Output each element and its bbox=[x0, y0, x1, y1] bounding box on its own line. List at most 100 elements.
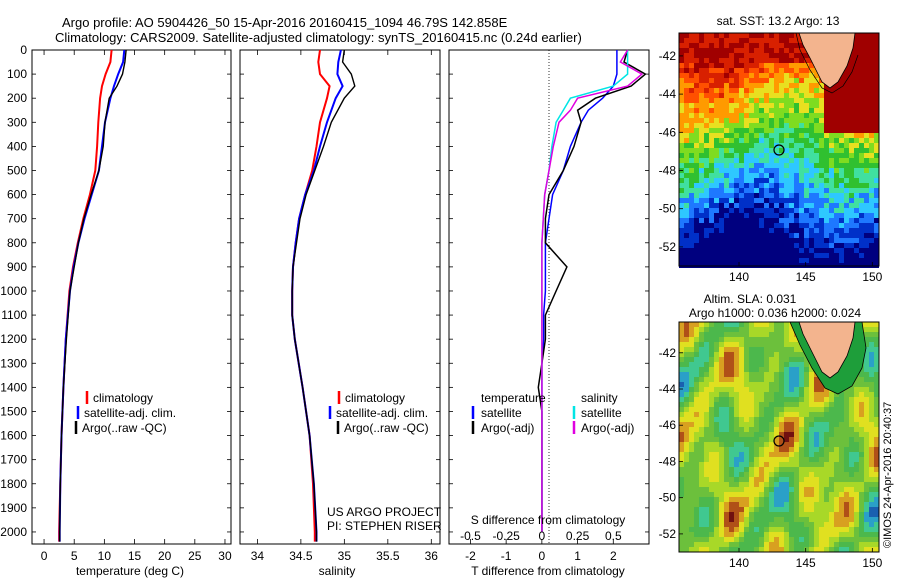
sla-cell bbox=[779, 327, 784, 332]
sst-cell bbox=[784, 248, 789, 253]
sla-cell bbox=[794, 352, 799, 357]
sla-cell bbox=[759, 457, 764, 462]
sst-cell bbox=[719, 143, 724, 148]
sla-cell bbox=[844, 542, 849, 547]
sla-cell bbox=[819, 432, 824, 437]
sla-cell bbox=[814, 477, 819, 482]
sla-cell bbox=[834, 422, 839, 427]
sst-cell bbox=[774, 218, 779, 223]
sla-cell bbox=[819, 522, 824, 527]
sla-cell bbox=[744, 522, 749, 527]
sst-cell bbox=[804, 178, 809, 183]
sst-cell bbox=[709, 138, 714, 143]
sla-cell bbox=[784, 392, 789, 397]
sst-cell bbox=[854, 73, 859, 78]
sst-cell bbox=[684, 198, 689, 203]
sst-cell bbox=[679, 158, 684, 163]
sst-cell bbox=[789, 53, 794, 58]
sla-cell bbox=[834, 477, 839, 482]
sla-cell bbox=[714, 407, 719, 412]
sst-cell bbox=[819, 128, 824, 133]
sst-cell bbox=[709, 68, 714, 73]
sst-cell bbox=[774, 178, 779, 183]
sst-cell bbox=[694, 188, 699, 193]
sla-cell bbox=[744, 452, 749, 457]
sla-cell bbox=[864, 422, 869, 427]
sst-cell bbox=[784, 103, 789, 108]
sla-cell bbox=[839, 402, 844, 407]
sla-cell bbox=[829, 507, 834, 512]
sla-cell bbox=[739, 442, 744, 447]
sst-cell bbox=[824, 173, 829, 178]
sst-cell bbox=[714, 253, 719, 258]
lat-tick-label: -48 bbox=[659, 164, 677, 178]
sla-cell bbox=[739, 487, 744, 492]
sst-cell bbox=[734, 93, 739, 98]
sst-cell bbox=[789, 208, 794, 213]
sst-cell bbox=[874, 38, 879, 43]
sst-cell bbox=[874, 123, 879, 128]
sst-cell bbox=[859, 158, 864, 163]
sla-cell bbox=[729, 322, 734, 327]
sst-cell bbox=[724, 88, 729, 93]
sst-cell bbox=[824, 113, 829, 118]
sla-cell bbox=[724, 457, 729, 462]
sst-cell bbox=[864, 53, 869, 58]
sst-cell bbox=[829, 238, 834, 243]
sla-cell bbox=[684, 387, 689, 392]
sst-cell bbox=[814, 153, 819, 158]
sla-cell bbox=[694, 327, 699, 332]
sst-cell bbox=[819, 178, 824, 183]
sst-cell bbox=[809, 118, 814, 123]
sst-cell bbox=[724, 43, 729, 48]
sst-cell bbox=[729, 208, 734, 213]
sla-cell bbox=[784, 362, 789, 367]
sla-cell bbox=[774, 482, 779, 487]
sst-cell bbox=[784, 203, 789, 208]
sla-cell bbox=[779, 437, 784, 442]
sst-cell bbox=[874, 78, 879, 83]
sla-cell bbox=[749, 337, 754, 342]
sla-cell bbox=[709, 397, 714, 402]
sla-cell bbox=[749, 347, 754, 352]
sst-cell bbox=[779, 133, 784, 138]
sla-cell bbox=[789, 402, 794, 407]
sla-cell bbox=[739, 382, 744, 387]
sst-cell bbox=[744, 118, 749, 123]
sla-cell bbox=[684, 347, 689, 352]
sla-cell bbox=[834, 447, 839, 452]
sla-cell bbox=[764, 392, 769, 397]
sst-cell bbox=[679, 223, 684, 228]
sst-cell bbox=[694, 123, 699, 128]
sla-cell bbox=[824, 452, 829, 457]
sla-cell bbox=[699, 537, 704, 542]
sst-cell bbox=[744, 218, 749, 223]
sla-cell bbox=[804, 547, 809, 552]
sst-cell bbox=[869, 53, 874, 58]
sla-cell bbox=[789, 497, 794, 502]
sst-cell bbox=[759, 98, 764, 103]
sla-cell bbox=[799, 432, 804, 437]
sla-cell bbox=[724, 512, 729, 517]
sst-cell bbox=[694, 223, 699, 228]
sst-cell bbox=[684, 153, 689, 158]
sst-cell bbox=[814, 163, 819, 168]
sst-cell bbox=[789, 103, 794, 108]
sst-cell bbox=[754, 178, 759, 183]
sla-cell bbox=[734, 482, 739, 487]
sst-cell bbox=[709, 113, 714, 118]
sla-cell bbox=[794, 442, 799, 447]
sst-cell bbox=[729, 108, 734, 113]
sst-cell bbox=[874, 243, 879, 248]
sst-cell bbox=[854, 93, 859, 98]
sst-cell bbox=[869, 183, 874, 188]
sla-cell bbox=[769, 352, 774, 357]
sst-cell bbox=[869, 223, 874, 228]
sst-cell bbox=[754, 48, 759, 53]
sla-cell bbox=[754, 372, 759, 377]
sst-cell bbox=[779, 153, 784, 158]
sst-cell bbox=[709, 173, 714, 178]
sst-cell bbox=[719, 233, 724, 238]
sla-cell bbox=[724, 497, 729, 502]
sla-cell bbox=[769, 507, 774, 512]
